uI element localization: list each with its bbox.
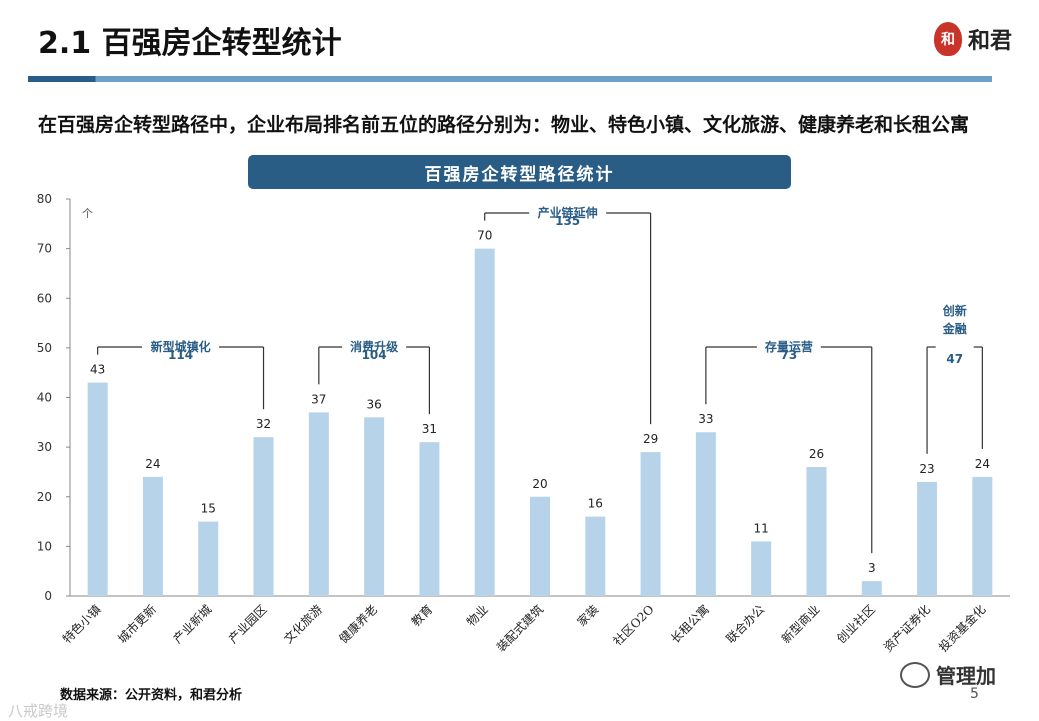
group-total: 135 (555, 214, 580, 228)
y-tick-label: 80 (37, 192, 52, 206)
x-category-label: 新型商业 (778, 602, 823, 647)
x-category-label: 城市更新 (115, 602, 160, 647)
slide-headline: 在百强房企转型路径中，企业布局排名前五位的路径分别为：物业、特色小镇、文化旅游、… (38, 114, 970, 136)
watermark-left: 八戒跨境 (8, 702, 69, 720)
x-category-label: 长租公寓 (667, 602, 712, 647)
bar-value-label: 16 (588, 497, 603, 511)
bar-value-label: 26 (809, 447, 824, 461)
x-category-label: 创业社区 (833, 602, 878, 647)
bar-3 (253, 437, 274, 596)
bar-value-label: 43 (90, 363, 105, 377)
x-category-label: 装配式建筑 (493, 602, 546, 655)
group-name: 产业链延伸 (538, 205, 598, 220)
watermark-right: 管理加 (900, 660, 996, 689)
x-category-label: 产业园区 (226, 602, 270, 646)
bar-14 (861, 581, 882, 596)
bar-value-label: 23 (919, 462, 934, 476)
y-tick-label: 10 (37, 539, 52, 553)
company-logo: 和 和君 (934, 18, 1029, 60)
bar-1 (142, 476, 163, 596)
group-total: 73 (780, 348, 797, 362)
bar-value-label: 33 (698, 412, 713, 426)
bar-value-label: 32 (256, 417, 271, 431)
bar-4 (308, 412, 329, 596)
bar-value-label: 24 (975, 457, 990, 471)
page-title: 2.1 百强房企转型统计 (38, 26, 342, 61)
bar-value-label: 3 (868, 561, 876, 575)
bar-6 (419, 442, 440, 596)
logo-seal-icon: 和 (934, 22, 962, 56)
group-name: 新型城镇化 (151, 339, 211, 354)
y-tick-label: 20 (37, 490, 52, 504)
bar-10 (640, 452, 661, 596)
bar-2 (198, 521, 219, 596)
x-category-label: 教育 (408, 602, 436, 630)
bar-value-label: 20 (532, 477, 547, 491)
logo-text: 和君 (968, 28, 1013, 54)
group-total: 47 (946, 352, 963, 366)
chart-title-banner: 百强房企转型路径统计 (248, 155, 791, 189)
group-name: 金融 (942, 321, 967, 336)
bar-5 (364, 417, 385, 596)
title-divider (28, 76, 992, 82)
y-tick-label: 60 (37, 291, 52, 305)
group-name: 存量运营 (764, 339, 813, 354)
bar-value-label: 31 (422, 422, 437, 436)
bar-value-label: 11 (754, 521, 769, 535)
bar-value-label: 24 (145, 457, 160, 471)
bar-value-label: 70 (477, 229, 492, 243)
data-source-note: 数据来源：公开资料，和君分析 (60, 688, 243, 703)
x-category-label: 投资基金化 (935, 602, 988, 655)
x-category-label: 家装 (574, 602, 602, 630)
bar-value-label: 29 (643, 432, 658, 446)
group-total: 114 (168, 348, 193, 362)
bar-value-label: 37 (311, 392, 326, 406)
x-category-label: 特色小镇 (59, 602, 104, 647)
y-tick-label: 30 (37, 440, 52, 454)
group-total: 104 (362, 348, 387, 362)
x-category-label: 资产证券化 (880, 602, 933, 655)
group-name: 消费升级 (350, 339, 398, 354)
bar-value-label: 36 (366, 397, 381, 411)
group-name: 创新 (942, 303, 967, 318)
bar-11 (695, 432, 716, 596)
page-number: 5 (970, 686, 979, 702)
y-tick-label: 40 (37, 391, 52, 405)
x-category-label: 社区O2O (610, 601, 657, 648)
x-category-label: 物业 (464, 602, 491, 629)
x-category-label: 联合办公 (723, 602, 768, 647)
bar-value-label: 15 (201, 502, 216, 516)
y-tick-label: 50 (37, 341, 52, 355)
y-axis-unit: 个 (82, 207, 93, 220)
wechat-icon (900, 661, 930, 688)
bar-16 (972, 476, 993, 596)
watermark-right-text: 管理加 (936, 664, 996, 688)
x-category-label: 文化旅游 (280, 602, 325, 647)
bar-0 (87, 382, 108, 596)
x-category-label: 产业新城 (170, 602, 215, 647)
bar-7 (474, 248, 495, 596)
bar-13 (806, 466, 827, 596)
bar-9 (585, 516, 606, 596)
bar-8 (530, 496, 550, 596)
bar-15 (917, 481, 938, 596)
bar-12 (751, 541, 772, 596)
y-tick-label: 70 (37, 242, 52, 256)
y-tick-label: 0 (44, 589, 52, 603)
x-category-label: 健康养老 (336, 602, 381, 647)
